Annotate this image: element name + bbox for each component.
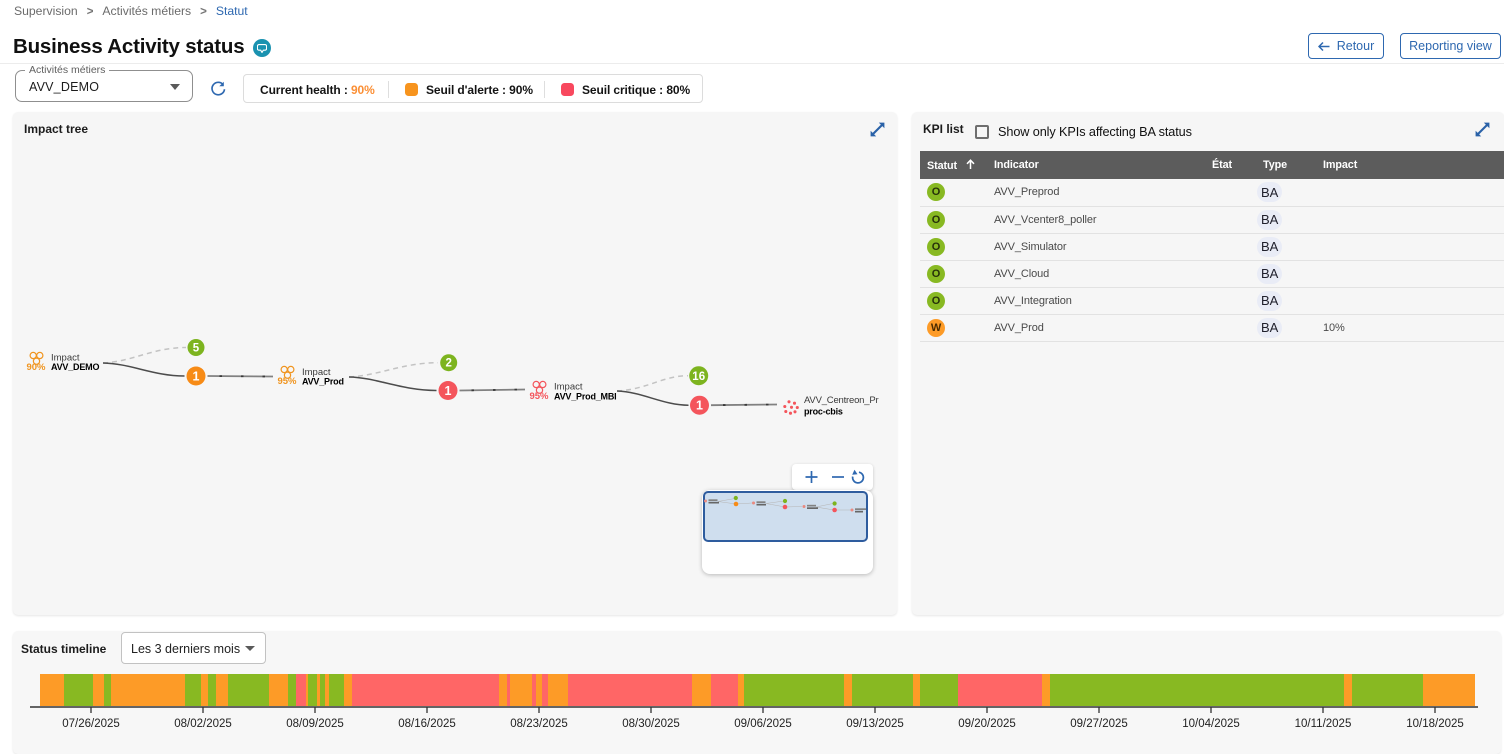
svg-text:AVV_DEMO: AVV_DEMO: [51, 362, 99, 372]
svg-text:07/26/2025: 07/26/2025: [62, 718, 120, 730]
svg-text:95%: 95%: [277, 376, 297, 387]
svg-text:1: 1: [445, 384, 452, 398]
svg-text:08/09/2025: 08/09/2025: [286, 718, 344, 730]
svg-text:1: 1: [696, 399, 703, 413]
svg-text:AVV_Prod: AVV_Prod: [302, 377, 344, 387]
svg-text:Impact: Impact: [302, 367, 331, 378]
svg-text:10/04/2025: 10/04/2025: [1182, 718, 1240, 730]
svg-text:09/06/2025: 09/06/2025: [734, 718, 792, 730]
svg-text:08/23/2025: 08/23/2025: [510, 718, 568, 730]
svg-text:09/13/2025: 09/13/2025: [846, 718, 904, 730]
svg-text:08/30/2025: 08/30/2025: [622, 718, 680, 730]
svg-text:2: 2: [445, 358, 451, 370]
svg-text:08/02/2025: 08/02/2025: [174, 718, 232, 730]
svg-text:09/20/2025: 09/20/2025: [958, 718, 1016, 730]
svg-text:AVV_Centreon_Pr: AVV_Centreon_Pr: [804, 395, 878, 406]
svg-text:10/11/2025: 10/11/2025: [1295, 718, 1352, 730]
svg-text:09/27/2025: 09/27/2025: [1070, 718, 1128, 730]
svg-text:1: 1: [193, 370, 200, 384]
svg-text:90%: 90%: [26, 362, 46, 373]
svg-text:95%: 95%: [529, 391, 549, 402]
svg-text:Impact: Impact: [554, 382, 583, 393]
svg-text:10/18/2025: 10/18/2025: [1406, 718, 1464, 730]
svg-text:Impact: Impact: [51, 353, 80, 364]
svg-text:proc-cbis: proc-cbis: [804, 407, 843, 417]
svg-text:5: 5: [193, 343, 200, 355]
svg-text:08/16/2025: 08/16/2025: [398, 718, 456, 730]
svg-text:16: 16: [692, 371, 705, 383]
svg-text:AVV_Prod_MBI: AVV_Prod_MBI: [554, 392, 616, 402]
